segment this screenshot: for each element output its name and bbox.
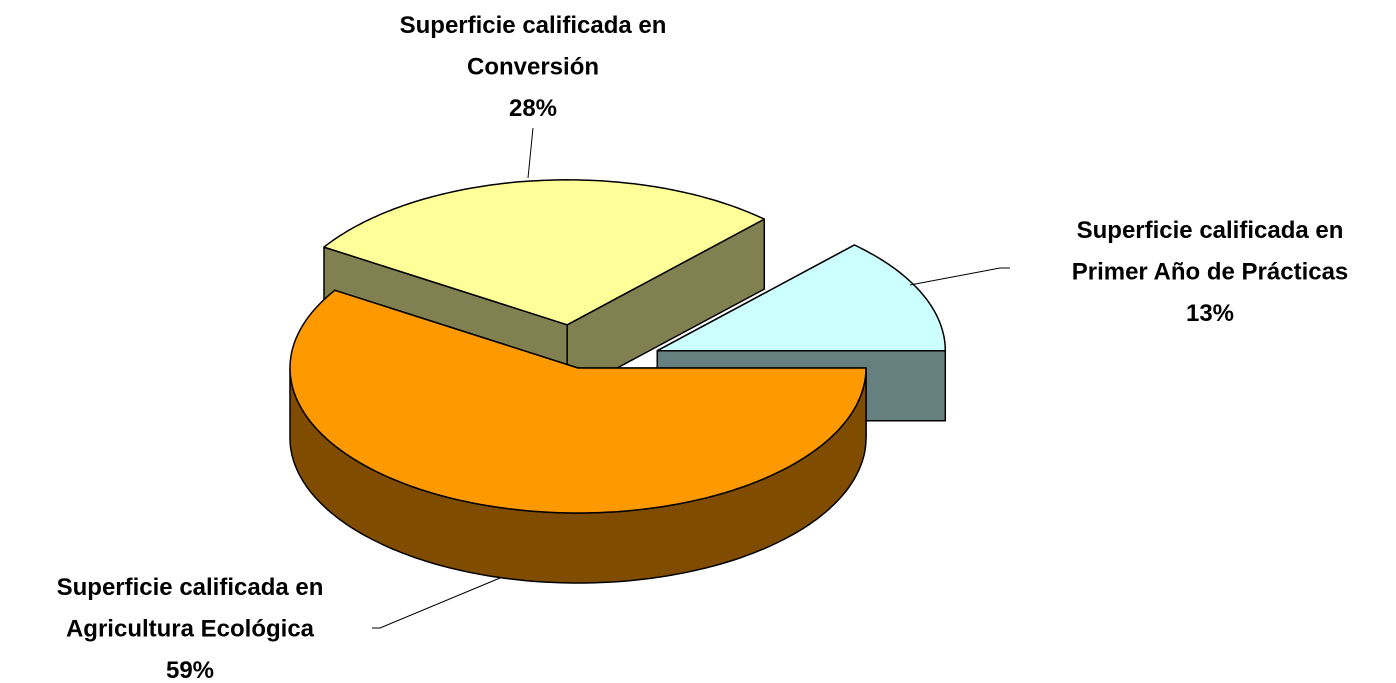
slice-top — [289, 289, 867, 514]
category-label-line: Conversión — [467, 54, 599, 81]
category-label: Superficie calificada en Primer Año de Pr… — [1072, 217, 1349, 286]
value-label: 13% — [1186, 300, 1234, 327]
value-label: 59% — [166, 657, 214, 683]
category-label: Superficie calificada en Agricultura Ecol… — [57, 574, 324, 643]
leader-line — [527, 127, 534, 179]
slice — [289, 289, 867, 584]
category-label-line: Superficie calificada en — [57, 574, 324, 601]
category-label-line: Agricultura Ecológica — [66, 616, 315, 643]
category-label-line: Superficie calificada en — [400, 12, 667, 39]
category-label: Superficie calificada en Conversión — [400, 12, 667, 81]
leader-line — [372, 577, 501, 629]
category-label-line: Superficie calificada en — [1077, 217, 1344, 244]
leader-line — [909, 267, 1010, 286]
value-label: 28% — [509, 95, 557, 122]
slice-top — [656, 244, 947, 352]
slice-top — [323, 179, 766, 326]
category-label-line: Primer Año de Prácticas — [1072, 259, 1349, 286]
